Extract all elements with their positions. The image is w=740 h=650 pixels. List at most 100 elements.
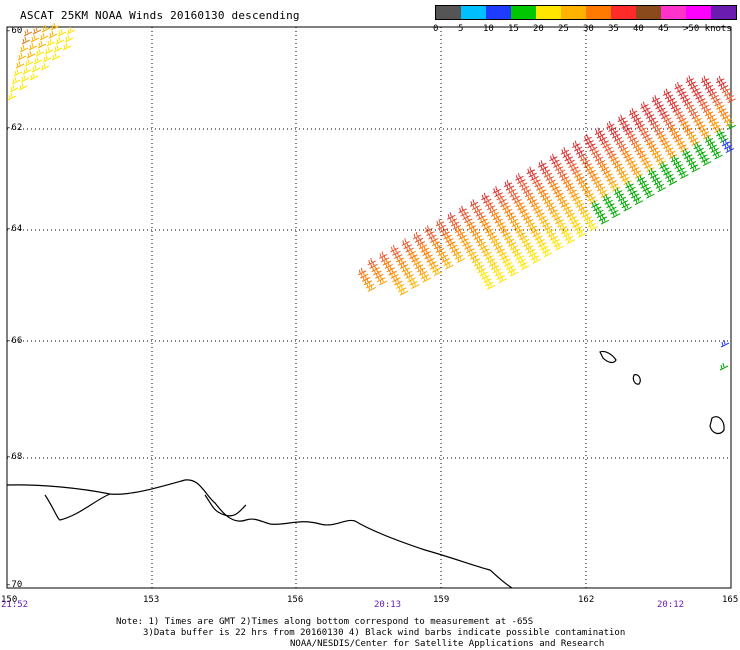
- wind-barb: [507, 239, 517, 247]
- wind-barb: [706, 112, 716, 120]
- wind-barb: [589, 170, 598, 179]
- wind-barb: [483, 196, 492, 204]
- wind-barb: [543, 249, 553, 258]
- wind-barb: [521, 236, 530, 244]
- wind-barb: [564, 180, 574, 188]
- wind-barb: [699, 125, 708, 133]
- wind-barb: [674, 108, 683, 117]
- color-swatch: [611, 6, 636, 19]
- wind-barb: [579, 206, 589, 215]
- wind-barb: [577, 177, 587, 185]
- color-scale-tick: 25: [558, 24, 569, 34]
- wind-barb: [40, 62, 50, 71]
- wind-barb: [13, 68, 23, 77]
- wind-barb: [460, 235, 469, 244]
- wind-barb: [500, 226, 509, 234]
- wind-barb: [382, 257, 392, 266]
- wind-barb: [613, 134, 623, 142]
- wind-barb: [700, 128, 710, 137]
- wind-barb: [568, 160, 577, 168]
- wind-barb: [710, 118, 719, 127]
- wind-barb: [456, 228, 466, 237]
- wind-barb: [657, 131, 666, 140]
- wind-barb: [712, 148, 721, 157]
- wind-barb: [538, 213, 547, 221]
- wind-barb: [502, 255, 511, 264]
- wind-barb: [598, 213, 608, 222]
- wind-barb: [498, 249, 507, 257]
- wind-barb: [481, 245, 490, 254]
- wind-barb: [367, 257, 376, 266]
- wind-barb: [708, 115, 717, 123]
- wind-barb: [23, 28, 33, 37]
- wind-barb: [521, 262, 530, 271]
- wind-barb: [701, 155, 710, 163]
- wind-barb: [430, 235, 439, 243]
- wind-barb: [29, 72, 39, 81]
- wind-barb: [638, 177, 647, 186]
- wind-barb: [534, 206, 543, 215]
- wind-barb: [598, 160, 608, 169]
- wind-barb: [51, 52, 61, 61]
- wind-barb: [17, 52, 27, 61]
- wind-barb: [397, 258, 407, 266]
- wind-barb: [432, 265, 441, 273]
- wind-barb: [566, 210, 575, 218]
- wind-barb: [581, 183, 591, 192]
- wind-barb: [593, 203, 602, 212]
- wind-barb: [558, 196, 568, 205]
- wind-barb: [477, 265, 486, 274]
- wind-barb: [583, 187, 592, 195]
- color-swatch: [686, 6, 711, 19]
- wind-barb: [488, 232, 498, 241]
- wind-barb: [621, 200, 630, 209]
- wind-barb: [678, 141, 687, 150]
- wind-barb: [572, 220, 581, 228]
- wind-barb: [541, 219, 551, 228]
- wind-barb: [490, 235, 500, 244]
- wind-barb: [401, 238, 411, 246]
- wind-barb: [541, 166, 551, 175]
- wind-barb: [574, 170, 583, 178]
- wind-barb: [617, 114, 626, 123]
- wind-barb: [549, 180, 558, 188]
- wind-barb: [48, 30, 58, 39]
- wind-barb: [615, 164, 625, 172]
- wind-barb: [494, 269, 504, 277]
- wind-barb: [530, 252, 540, 261]
- wind-barb: [32, 26, 42, 35]
- wind-barb: [594, 154, 604, 162]
- wind-barb: [676, 164, 685, 173]
- wind-barb: [536, 209, 545, 218]
- wind-barb: [676, 111, 685, 120]
- wind-barb: [708, 141, 718, 150]
- wind-barb: [577, 150, 587, 159]
- wind-barb: [418, 241, 428, 250]
- wind-barb: [615, 190, 625, 199]
- wind-barb: [486, 229, 496, 237]
- wind-barb: [466, 245, 475, 254]
- wind-barb: [570, 190, 579, 198]
- lon-label-165: 165: [722, 595, 739, 605]
- wind-barb: [522, 239, 532, 248]
- wind-barb: [505, 262, 515, 271]
- wind-barb: [64, 34, 74, 43]
- wind-barb: [21, 36, 31, 45]
- wind-barb: [596, 183, 606, 192]
- wind-barb: [628, 134, 638, 143]
- wind-barb: [573, 143, 583, 152]
- wind-barb: [505, 236, 515, 244]
- wind-barb: [488, 206, 498, 214]
- wind-barb: [443, 258, 452, 267]
- time-label-2: 20:13: [374, 600, 402, 610]
- wind-barb: [585, 190, 594, 198]
- wind-barb: [359, 271, 369, 279]
- wind-barb: [606, 147, 615, 156]
- wind-barb: [526, 193, 536, 201]
- wind-barb: [562, 203, 572, 212]
- wind-barb: [723, 142, 733, 150]
- wind-barb: [11, 76, 21, 85]
- wind-barb: [596, 157, 606, 165]
- wind-barb: [572, 193, 581, 202]
